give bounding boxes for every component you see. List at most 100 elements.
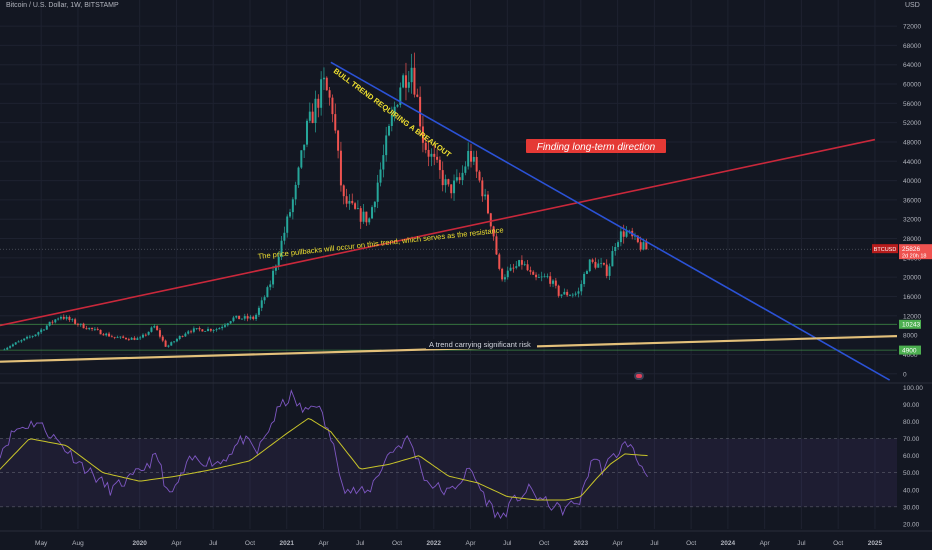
candle <box>17 341 20 343</box>
candle <box>334 114 337 131</box>
price-tick-label: 44000 <box>903 159 921 166</box>
candle <box>74 319 77 324</box>
candle <box>371 207 374 219</box>
candle <box>229 321 232 324</box>
candle <box>93 328 96 330</box>
candle <box>28 336 31 338</box>
candle <box>178 336 181 339</box>
candle <box>421 126 424 143</box>
time-tick-label: 2025 <box>868 540 883 547</box>
time-tick-label: Apr <box>465 540 476 547</box>
candle <box>571 294 574 296</box>
candle <box>385 135 388 156</box>
candle <box>617 242 620 248</box>
candle <box>580 284 583 292</box>
candle <box>226 323 229 326</box>
candle <box>585 271 588 274</box>
candle <box>314 98 317 124</box>
candle <box>85 328 88 330</box>
symbol-title: Bitcoin / U.S. Dollar, 1W, BITSTAMP <box>6 2 119 9</box>
candle <box>625 231 628 237</box>
candle <box>619 231 622 243</box>
candle <box>639 242 642 250</box>
candle <box>413 67 416 95</box>
candle <box>382 155 385 170</box>
candle <box>303 144 306 151</box>
candle <box>404 75 407 88</box>
candle <box>549 276 552 284</box>
candle <box>280 240 283 257</box>
candle <box>373 201 376 208</box>
candle <box>257 307 260 315</box>
candle <box>348 200 351 204</box>
candle <box>116 337 119 339</box>
price-tick-label: 4000 <box>903 352 918 359</box>
candle <box>611 251 614 267</box>
grid <box>0 0 932 532</box>
candle <box>249 316 252 319</box>
candle <box>351 200 354 204</box>
candle <box>597 263 600 268</box>
candle <box>238 315 241 320</box>
candle <box>59 316 62 319</box>
candle <box>212 330 215 331</box>
time-tick-label: May <box>35 540 48 547</box>
candle <box>266 287 269 298</box>
candle <box>305 120 308 145</box>
candle <box>503 277 506 280</box>
level-badge-label: 10243 <box>902 322 920 329</box>
candle <box>136 338 139 340</box>
candle <box>195 328 198 329</box>
news-icon[interactable] <box>634 372 644 380</box>
candle <box>192 328 195 332</box>
candle <box>291 199 294 213</box>
time-tick-label: 2020 <box>132 540 147 547</box>
candle <box>636 235 639 243</box>
resistance-trendline <box>0 138 876 327</box>
direction-annotation: Finding long-term direction <box>537 142 656 153</box>
candle <box>518 260 521 267</box>
downtrend-line <box>330 61 891 381</box>
last-price-value: 25826 <box>902 246 920 253</box>
candle <box>125 337 128 340</box>
rsi-tick-label: 100.00 <box>903 385 923 392</box>
candle <box>424 142 427 150</box>
candle <box>359 208 362 222</box>
candle <box>498 254 501 269</box>
candle <box>158 330 161 337</box>
candle <box>119 336 122 338</box>
time-tick-label: Oct <box>245 540 255 547</box>
candle <box>484 194 487 197</box>
time-tick-label: Jul <box>650 540 659 547</box>
last-price-countdown: 2d 20h 18 <box>902 254 926 260</box>
level-badge-label: 4900 <box>902 347 917 354</box>
price-tick-label: 48000 <box>903 139 921 146</box>
price-tick-label: 52000 <box>903 120 921 127</box>
candle <box>156 326 159 331</box>
candle <box>43 329 46 331</box>
price-tick-label: 12000 <box>903 313 921 320</box>
candle <box>458 177 461 181</box>
candle <box>489 213 492 227</box>
candle <box>91 327 94 330</box>
candle <box>390 115 393 126</box>
candle <box>399 87 402 105</box>
candle <box>181 336 184 337</box>
price-tick-label: 68000 <box>903 43 921 50</box>
candle <box>532 271 535 275</box>
candle <box>600 262 603 264</box>
candle <box>339 150 342 186</box>
horizontal-levels <box>0 248 897 351</box>
candle <box>51 321 54 323</box>
candle <box>594 261 597 268</box>
candle <box>232 317 235 322</box>
candle <box>342 185 345 197</box>
candle <box>605 264 608 276</box>
candle <box>102 334 105 336</box>
rsi-tick-label: 20.00 <box>903 521 920 528</box>
candle <box>543 276 546 278</box>
candle <box>76 323 79 325</box>
time-tick-label: Apr <box>613 540 624 547</box>
candle <box>153 326 156 328</box>
candle <box>9 346 12 348</box>
